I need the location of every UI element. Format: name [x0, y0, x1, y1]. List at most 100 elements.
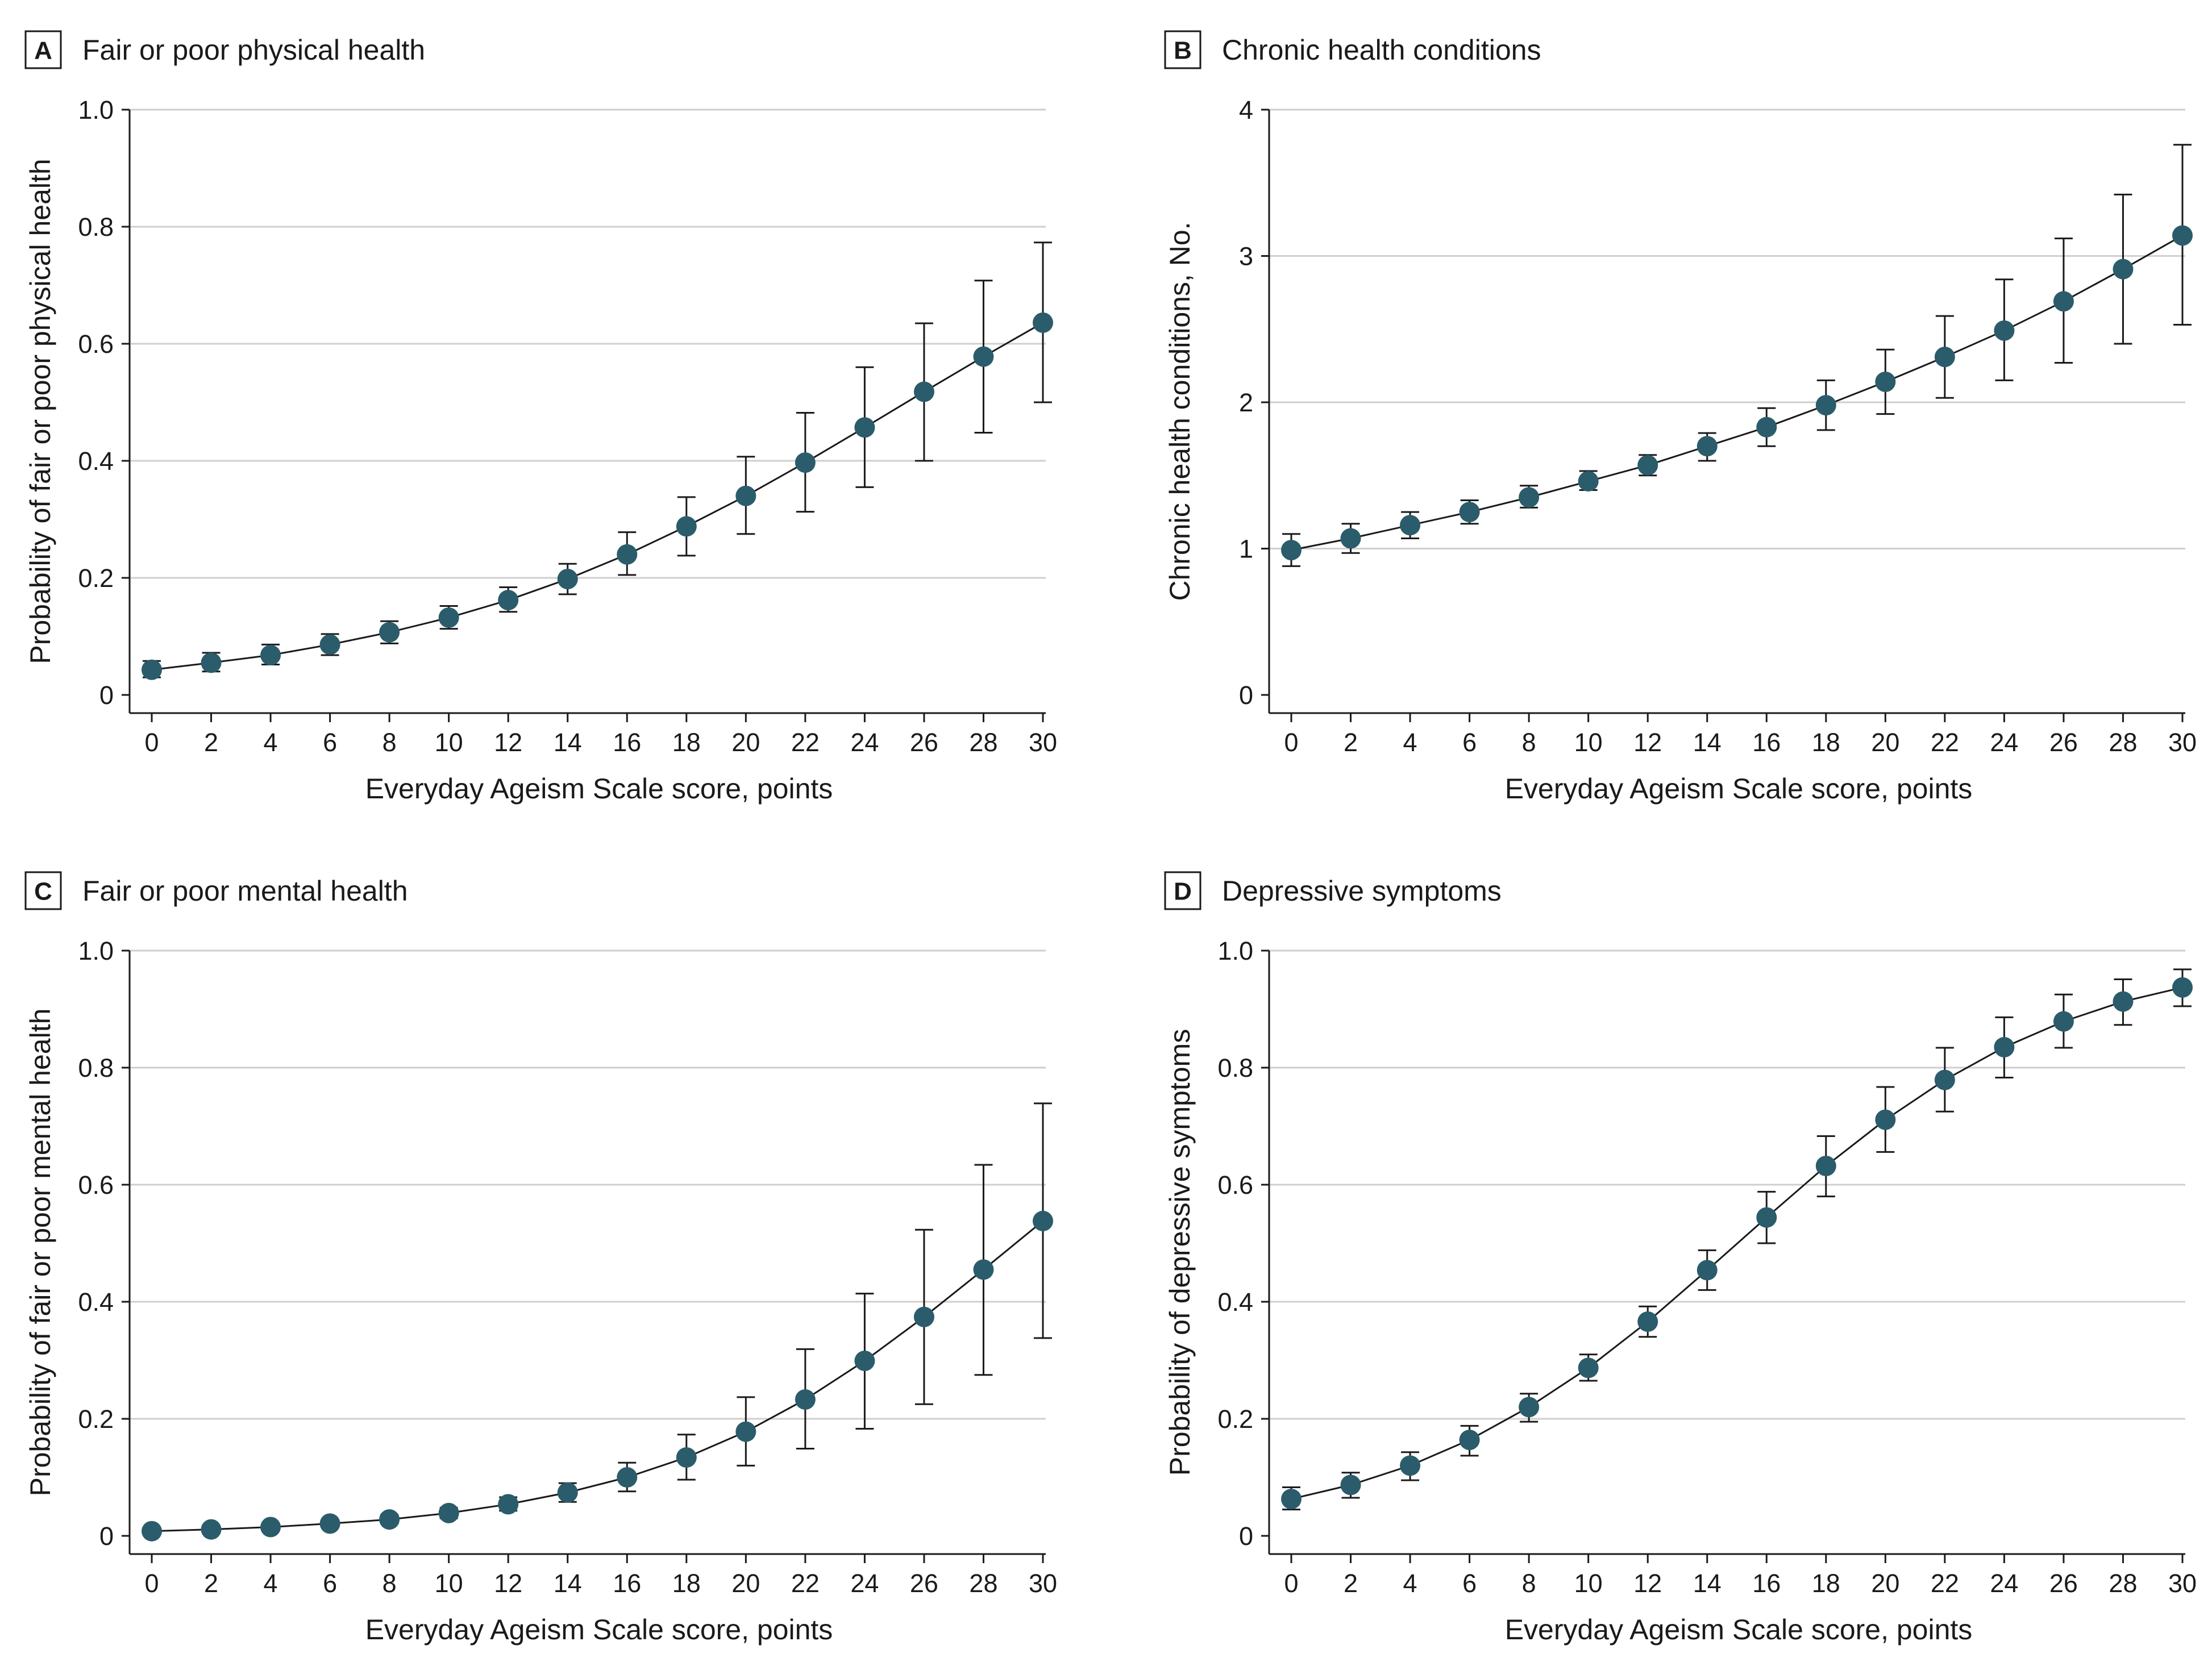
x-tick-label: 8	[382, 1569, 397, 1598]
panel-letter-box	[1164, 30, 1201, 69]
data-point	[913, 381, 934, 402]
data-point	[1994, 320, 2015, 341]
x-tick-label: 14	[554, 1569, 582, 1598]
panel-title: Fair or poor mental health	[82, 875, 408, 907]
data-point	[795, 1389, 816, 1410]
data-point	[1459, 502, 1480, 523]
x-tick-label: 14	[1693, 728, 1722, 757]
data-point	[438, 1502, 459, 1523]
x-tick-label: 0	[144, 1569, 159, 1598]
x-tick-label: 26	[2049, 728, 2078, 757]
x-axis-label: Everyday Ageism Scale score, points	[365, 1614, 833, 1646]
data-point	[142, 659, 162, 680]
series-line	[1291, 235, 2183, 551]
x-tick-label: 2	[204, 728, 218, 757]
x-tick-label: 28	[2109, 1569, 2137, 1598]
x-tick-label: 16	[1752, 728, 1781, 757]
panel-letter-box	[24, 871, 62, 910]
data-point	[260, 644, 281, 665]
panel-letter: D	[1174, 878, 1192, 906]
y-tick-label: 0.8	[1217, 1053, 1253, 1082]
x-tick-label: 10	[435, 728, 463, 757]
series-line	[151, 1220, 1043, 1532]
x-tick-label: 10	[1574, 728, 1603, 757]
x-tick-label: 12	[1633, 728, 1662, 757]
x-tick-label: 10	[435, 1569, 463, 1598]
y-tick-label: 0.6	[1217, 1171, 1253, 1199]
data-point	[1756, 416, 1777, 438]
data-point	[1875, 1109, 1896, 1130]
x-axis-label: Everyday Ageism Scale score, points	[365, 773, 833, 805]
data-point	[2113, 991, 2134, 1012]
y-tick-label: 0.4	[78, 447, 114, 476]
data-point	[1340, 1474, 1361, 1496]
panel-letter: A	[34, 37, 52, 65]
x-tick-label: 8	[1522, 728, 1536, 757]
x-tick-label: 10	[1574, 1569, 1603, 1598]
data-point	[973, 346, 994, 367]
x-tick-label: 2	[204, 1569, 218, 1598]
data-point	[498, 590, 519, 611]
x-tick-label: 14	[1693, 1569, 1722, 1598]
data-point	[1934, 347, 1955, 368]
data-point	[379, 1509, 400, 1530]
data-point	[1400, 515, 1421, 536]
y-tick-label: 1.0	[1217, 936, 1253, 965]
data-point	[913, 1306, 934, 1327]
x-tick-label: 4	[264, 728, 278, 757]
y-tick-label: 0.8	[78, 1053, 114, 1082]
y-tick-label: 0.2	[78, 1405, 114, 1434]
data-point	[379, 622, 400, 643]
x-tick-label: 20	[731, 1569, 760, 1598]
x-tick-label: 0	[144, 728, 159, 757]
data-point	[1815, 1156, 1836, 1177]
series-line	[1291, 986, 2183, 1500]
panel-title: Fair or poor physical health	[82, 34, 425, 66]
data-point	[795, 452, 816, 473]
y-axis-label: Probability of depressive symptoms	[1164, 1029, 1196, 1476]
x-tick-label: 4	[1403, 728, 1417, 757]
data-point	[854, 1351, 875, 1372]
data-point	[676, 1447, 697, 1468]
y-tick-label: 4	[1239, 95, 1253, 124]
series-line	[151, 322, 1043, 671]
x-tick-label: 16	[1752, 1569, 1781, 1598]
x-tick-label: 24	[850, 1569, 879, 1598]
data-point	[1519, 487, 1540, 508]
data-point	[2172, 977, 2193, 998]
x-tick-label: 18	[672, 1569, 701, 1598]
data-point	[2172, 225, 2193, 246]
x-tick-label: 2	[1344, 728, 1358, 757]
data-point	[1697, 1260, 1718, 1281]
data-point	[1578, 1357, 1599, 1378]
y-tick-label: 0	[99, 1522, 114, 1551]
x-tick-label: 20	[1871, 728, 1899, 757]
y-tick-label: 3	[1239, 242, 1253, 271]
x-tick-label: 20	[731, 728, 760, 757]
y-tick-label: 0.4	[1217, 1288, 1253, 1317]
data-point	[2053, 291, 2074, 312]
y-tick-label: 0	[1239, 1522, 1253, 1551]
x-tick-label: 16	[613, 1569, 641, 1598]
x-tick-label: 6	[1462, 1569, 1477, 1598]
data-point	[142, 1521, 162, 1542]
x-tick-label: 18	[1812, 1569, 1840, 1598]
panel-letter-box	[24, 30, 62, 69]
x-tick-label: 2	[1344, 1569, 1358, 1598]
panel-letter-box	[1164, 871, 1201, 910]
y-tick-label: 0.2	[78, 564, 114, 593]
x-tick-label: 12	[1633, 1569, 1662, 1598]
x-tick-label: 26	[910, 728, 938, 757]
x-tick-label: 30	[2168, 1569, 2197, 1598]
panel-c: C Fair or poor mental health 0 0.2 0.4 0.6 0.8…	[24, 871, 1057, 1646]
y-tick-label: 0.4	[78, 1288, 114, 1317]
x-tick-label: 30	[1029, 728, 1057, 757]
x-tick-label: 22	[1931, 1569, 1959, 1598]
x-tick-label: 22	[791, 728, 820, 757]
y-tick-label: 0	[99, 681, 114, 710]
x-tick-label: 28	[969, 728, 997, 757]
data-point	[260, 1517, 281, 1538]
